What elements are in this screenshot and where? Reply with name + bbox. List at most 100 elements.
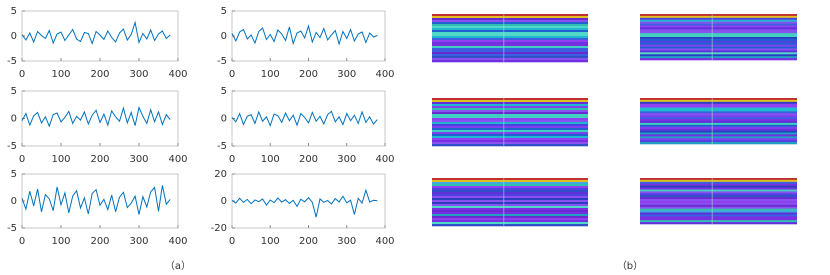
spectrogram-band bbox=[640, 107, 797, 110]
spectrogram-band bbox=[432, 138, 588, 141]
spectrogram-band bbox=[640, 183, 797, 186]
spectrogram-band bbox=[640, 17, 797, 21]
spectrogram-band bbox=[640, 124, 797, 128]
y-tick-label: -5 bbox=[7, 141, 17, 152]
spectrogram-band bbox=[432, 194, 588, 197]
spectrogram-band bbox=[432, 98, 588, 101]
y-tick-label: -5 bbox=[7, 223, 17, 234]
plot-frame bbox=[231, 90, 386, 147]
spectrogram-band bbox=[432, 118, 588, 121]
x-tick-label: 400 bbox=[168, 69, 187, 80]
spectrogram-band bbox=[640, 25, 797, 28]
spectrogram-band bbox=[640, 216, 797, 219]
x-tick-label: 100 bbox=[51, 236, 70, 247]
spectrogram-band bbox=[640, 195, 797, 198]
spectrogram bbox=[432, 178, 588, 227]
spectrogram-band bbox=[640, 23, 797, 26]
spectrogram-band bbox=[640, 31, 797, 34]
spectrogram bbox=[432, 98, 588, 147]
plot-frame bbox=[21, 10, 179, 62]
spectrogram-band bbox=[432, 50, 588, 53]
caption: （a） bbox=[165, 260, 191, 272]
spectrogram-band bbox=[432, 134, 588, 137]
spectrogram-band bbox=[432, 212, 588, 215]
spectrogram-band bbox=[640, 222, 797, 225]
spectrogram-band bbox=[432, 102, 588, 105]
spectrogram-band bbox=[640, 193, 797, 196]
spectrogram-band bbox=[432, 130, 588, 133]
y-tick-label: 5 bbox=[221, 86, 227, 97]
spectrogram-band bbox=[432, 124, 588, 127]
spectrogram-band bbox=[640, 142, 797, 145]
spectrogram-band bbox=[432, 48, 588, 51]
spectrogram-band bbox=[432, 16, 588, 19]
spectrogram-band bbox=[640, 208, 797, 211]
spectrogram-band bbox=[432, 190, 588, 193]
spectrogram-band bbox=[640, 46, 797, 49]
y-tick-label: 0 bbox=[11, 31, 17, 42]
spectrogram-band bbox=[432, 26, 588, 29]
spectrogram-band bbox=[640, 117, 797, 120]
spectrogram-band bbox=[640, 122, 797, 126]
spectrogram-band bbox=[640, 179, 797, 183]
spectrogram-band bbox=[432, 204, 588, 207]
spectrogram-band bbox=[640, 15, 797, 19]
x-tick-label: 300 bbox=[129, 154, 148, 165]
spectrogram-band bbox=[640, 33, 797, 36]
spectrogram-band bbox=[640, 19, 797, 22]
spectrogram-band bbox=[640, 44, 797, 47]
spectrogram-band bbox=[640, 210, 797, 213]
spectrogram-band bbox=[432, 120, 588, 123]
x-tick-label: 400 bbox=[375, 236, 394, 247]
x-tick-label: 200 bbox=[299, 69, 318, 80]
spectrogram-band bbox=[432, 180, 588, 183]
spectrogram-band bbox=[432, 108, 588, 111]
spectrogram-band bbox=[432, 206, 588, 209]
spectrogram-band bbox=[640, 98, 797, 101]
y-tick-label: 20 bbox=[214, 169, 227, 180]
spectrogram-band bbox=[432, 28, 588, 31]
spectrogram bbox=[640, 178, 797, 225]
spectrogram-band bbox=[432, 224, 588, 227]
spectrogram-band bbox=[432, 220, 588, 223]
x-tick-label: 100 bbox=[261, 69, 280, 80]
spectrogram-band bbox=[640, 201, 797, 204]
spectrogram-band bbox=[640, 119, 797, 122]
spectrogram-band bbox=[640, 218, 797, 221]
spectrogram-band bbox=[432, 46, 588, 49]
x-tick-label: 200 bbox=[299, 154, 318, 165]
spectrogram-band bbox=[432, 22, 588, 25]
spectrogram-band bbox=[432, 42, 588, 45]
y-tick-label: -20 bbox=[211, 223, 227, 234]
spectrogram-band bbox=[640, 128, 797, 131]
x-tick-label: 0 bbox=[229, 154, 235, 165]
spectrogram-band bbox=[640, 35, 797, 38]
y-tick-label: 0 bbox=[221, 31, 227, 42]
spectrogram-band bbox=[432, 144, 588, 147]
spectrogram-band bbox=[432, 218, 588, 221]
spectrogram-band bbox=[640, 27, 797, 30]
spectrogram-band bbox=[432, 20, 588, 23]
x-tick-label: 100 bbox=[51, 69, 70, 80]
x-tick-label: 300 bbox=[129, 69, 148, 80]
x-tick-label: 300 bbox=[337, 69, 356, 80]
x-tick-label: 100 bbox=[261, 154, 280, 165]
spectrogram-band bbox=[640, 48, 797, 51]
spectrogram-band bbox=[640, 56, 797, 59]
spectrogram-band bbox=[640, 138, 797, 141]
x-tick-label: 200 bbox=[90, 154, 109, 165]
spectrogram-band bbox=[640, 99, 797, 103]
spectrogram-band bbox=[432, 128, 588, 131]
spectrogram-band bbox=[432, 110, 588, 113]
spectrogram-band bbox=[432, 106, 588, 109]
spectrogram-band bbox=[432, 116, 588, 119]
plot-frame bbox=[21, 173, 179, 229]
y-tick-label: -5 bbox=[217, 141, 227, 152]
spectrogram-band bbox=[432, 186, 588, 189]
spectrogram bbox=[640, 14, 797, 61]
spectrogram-band bbox=[640, 115, 797, 118]
spectrogram-band bbox=[640, 132, 797, 135]
spectrogram-band bbox=[640, 202, 797, 206]
spectrogram-band bbox=[640, 113, 797, 116]
